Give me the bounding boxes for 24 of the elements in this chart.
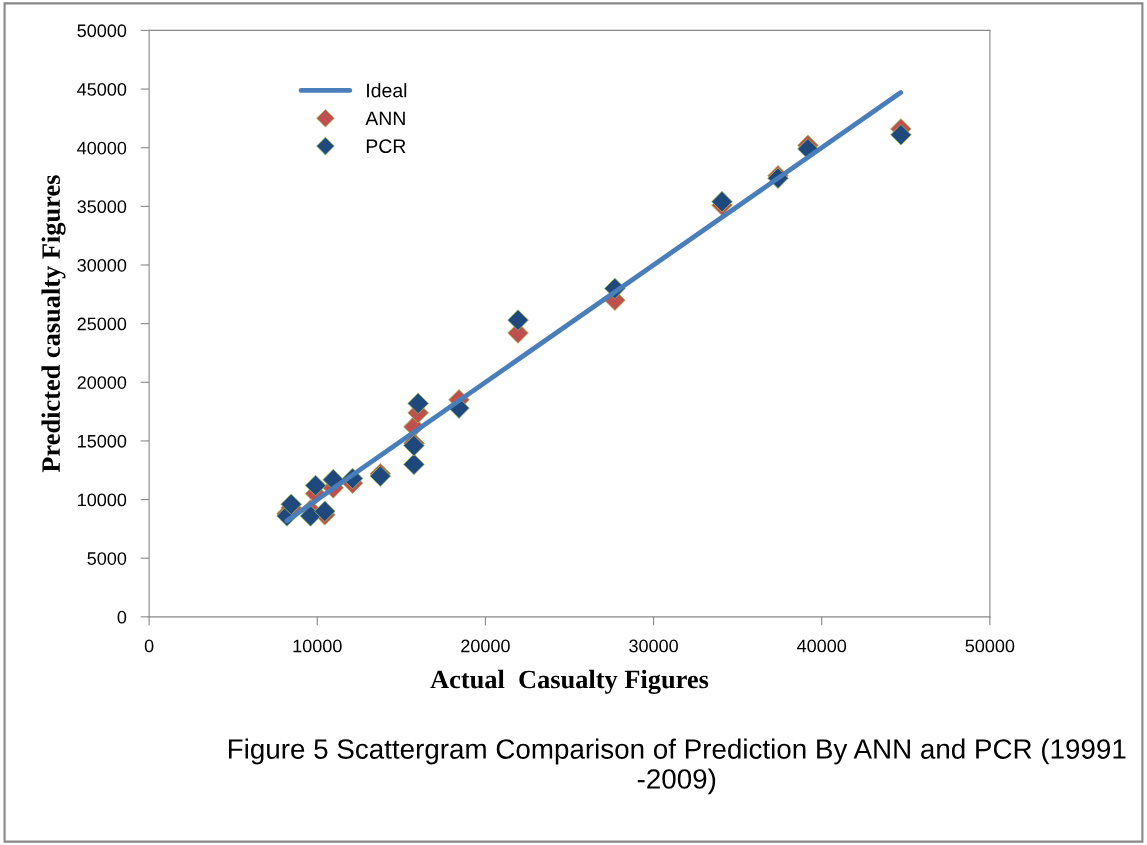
y-tick-label: 45000 xyxy=(77,83,127,96)
x-tick-label: 10000 xyxy=(293,639,342,653)
x-tick-label: 50000 xyxy=(965,639,1015,653)
y-tick-label: 50000 xyxy=(77,24,127,38)
legend-label: ANN xyxy=(365,111,405,126)
y-tick-label: 10000 xyxy=(78,493,127,507)
y-tick-label: 0 xyxy=(117,610,127,624)
y-axis-title: Predicted casualty Figures xyxy=(41,175,66,473)
y-tick-label: 15000 xyxy=(78,434,127,448)
y-tick-label: 20000 xyxy=(77,376,127,389)
y-tick-label: 35000 xyxy=(77,200,127,214)
legend-label: Ideal xyxy=(367,83,407,98)
y-tick-label: 30000 xyxy=(77,258,127,272)
x-tick-label: 40000 xyxy=(797,639,847,653)
y-tick-label: 40000 xyxy=(77,141,127,155)
y-tick-label: 5000 xyxy=(87,552,127,565)
x-tick-label: 20000 xyxy=(461,639,510,653)
x-tick-label: 30000 xyxy=(629,639,678,653)
point xyxy=(304,474,327,497)
x-axis-title: Actual Casualty Figures xyxy=(430,669,709,694)
text: Figure 5 Scattergram Comparison of Prediction By ANN and PCR (19991 -2009) xyxy=(228,738,1126,795)
legend-label: PCR xyxy=(366,139,406,154)
x-tick-label: 0 xyxy=(144,639,154,653)
y-tick-label: 25000 xyxy=(77,317,127,331)
